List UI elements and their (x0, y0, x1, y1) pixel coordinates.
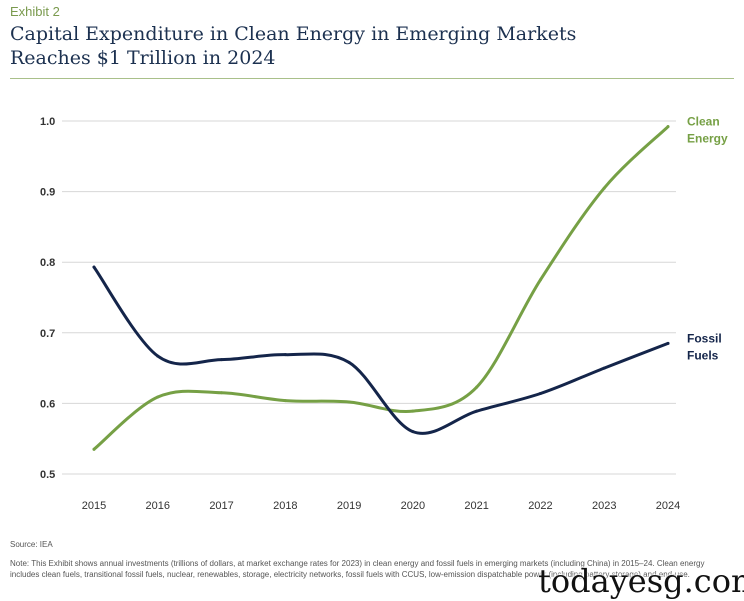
series-label-clean-line-1: Clean (687, 115, 720, 129)
data-point-fossil (411, 430, 415, 434)
data-point-fossil (538, 392, 542, 396)
footnote: Note: This Exhibit shows annual investme… (10, 559, 705, 579)
data-point-fossil (475, 409, 479, 413)
data-point-fossil (92, 265, 96, 269)
series-label-fossil-line-2: Fuels (687, 348, 719, 362)
data-point-clean (602, 186, 606, 190)
x-tick-label: 2022 (528, 500, 552, 512)
series-line-clean (92, 125, 670, 451)
y-tick-label: 0.9 (40, 187, 55, 199)
x-tick-label: 2023 (592, 500, 616, 512)
y-tick-label: 1.0 (40, 116, 55, 128)
x-tick-label: 2018 (273, 500, 297, 512)
data-point-clean (475, 385, 479, 389)
series-line-fossil (92, 265, 670, 435)
chart-title: Capital Expenditure in Clean Energy in E… (10, 22, 610, 70)
title-divider (10, 78, 734, 79)
data-point-fossil (283, 353, 287, 357)
x-tick-label: 2017 (209, 500, 233, 512)
y-tick-label: 0.6 (40, 398, 55, 410)
data-point-fossil (220, 358, 224, 362)
line-chart: 0.5 0.6 0.7 0.8 0.9 1.0 2015 2016 2017 2018 2019 20… (40, 115, 728, 512)
data-point-fossil (602, 366, 606, 370)
watermark: todayesg.com (538, 562, 744, 600)
x-tick-label: 2024 (656, 500, 680, 512)
y-tick-label: 0.5 (40, 469, 55, 481)
data-point-clean (220, 391, 224, 395)
x-tick-label: 2015 (82, 500, 106, 512)
x-tick-label: 2016 (146, 500, 170, 512)
y-tick-label: 0.8 (40, 257, 55, 269)
data-point-clean (92, 447, 96, 451)
data-point-clean (347, 400, 351, 404)
x-tick-label: 2021 (464, 500, 488, 512)
y-tick-label: 0.7 (40, 328, 55, 340)
data-point-fossil (666, 341, 670, 345)
data-point-clean (666, 125, 670, 129)
source-note: Source: IEA (10, 540, 53, 549)
series-label-clean-line-2: Energy (687, 132, 728, 146)
chart-title-line-1: Capital Expenditure in Clean Energy in E… (10, 23, 577, 45)
data-point-clean (538, 278, 542, 282)
series-label-fossil-line-1: Fossil (687, 331, 722, 345)
chart-title-line-2: Reaches $1 Trillion in 2024 (10, 47, 276, 69)
x-tick-label: 2019 (337, 500, 361, 512)
data-point-clean (283, 399, 287, 403)
data-point-clean (411, 409, 415, 413)
data-point-clean (156, 395, 160, 399)
exhibit-label: Exhibit 2 (10, 4, 60, 19)
data-point-fossil (347, 360, 351, 364)
data-point-fossil (156, 354, 160, 358)
x-tick-label: 2020 (401, 500, 425, 512)
